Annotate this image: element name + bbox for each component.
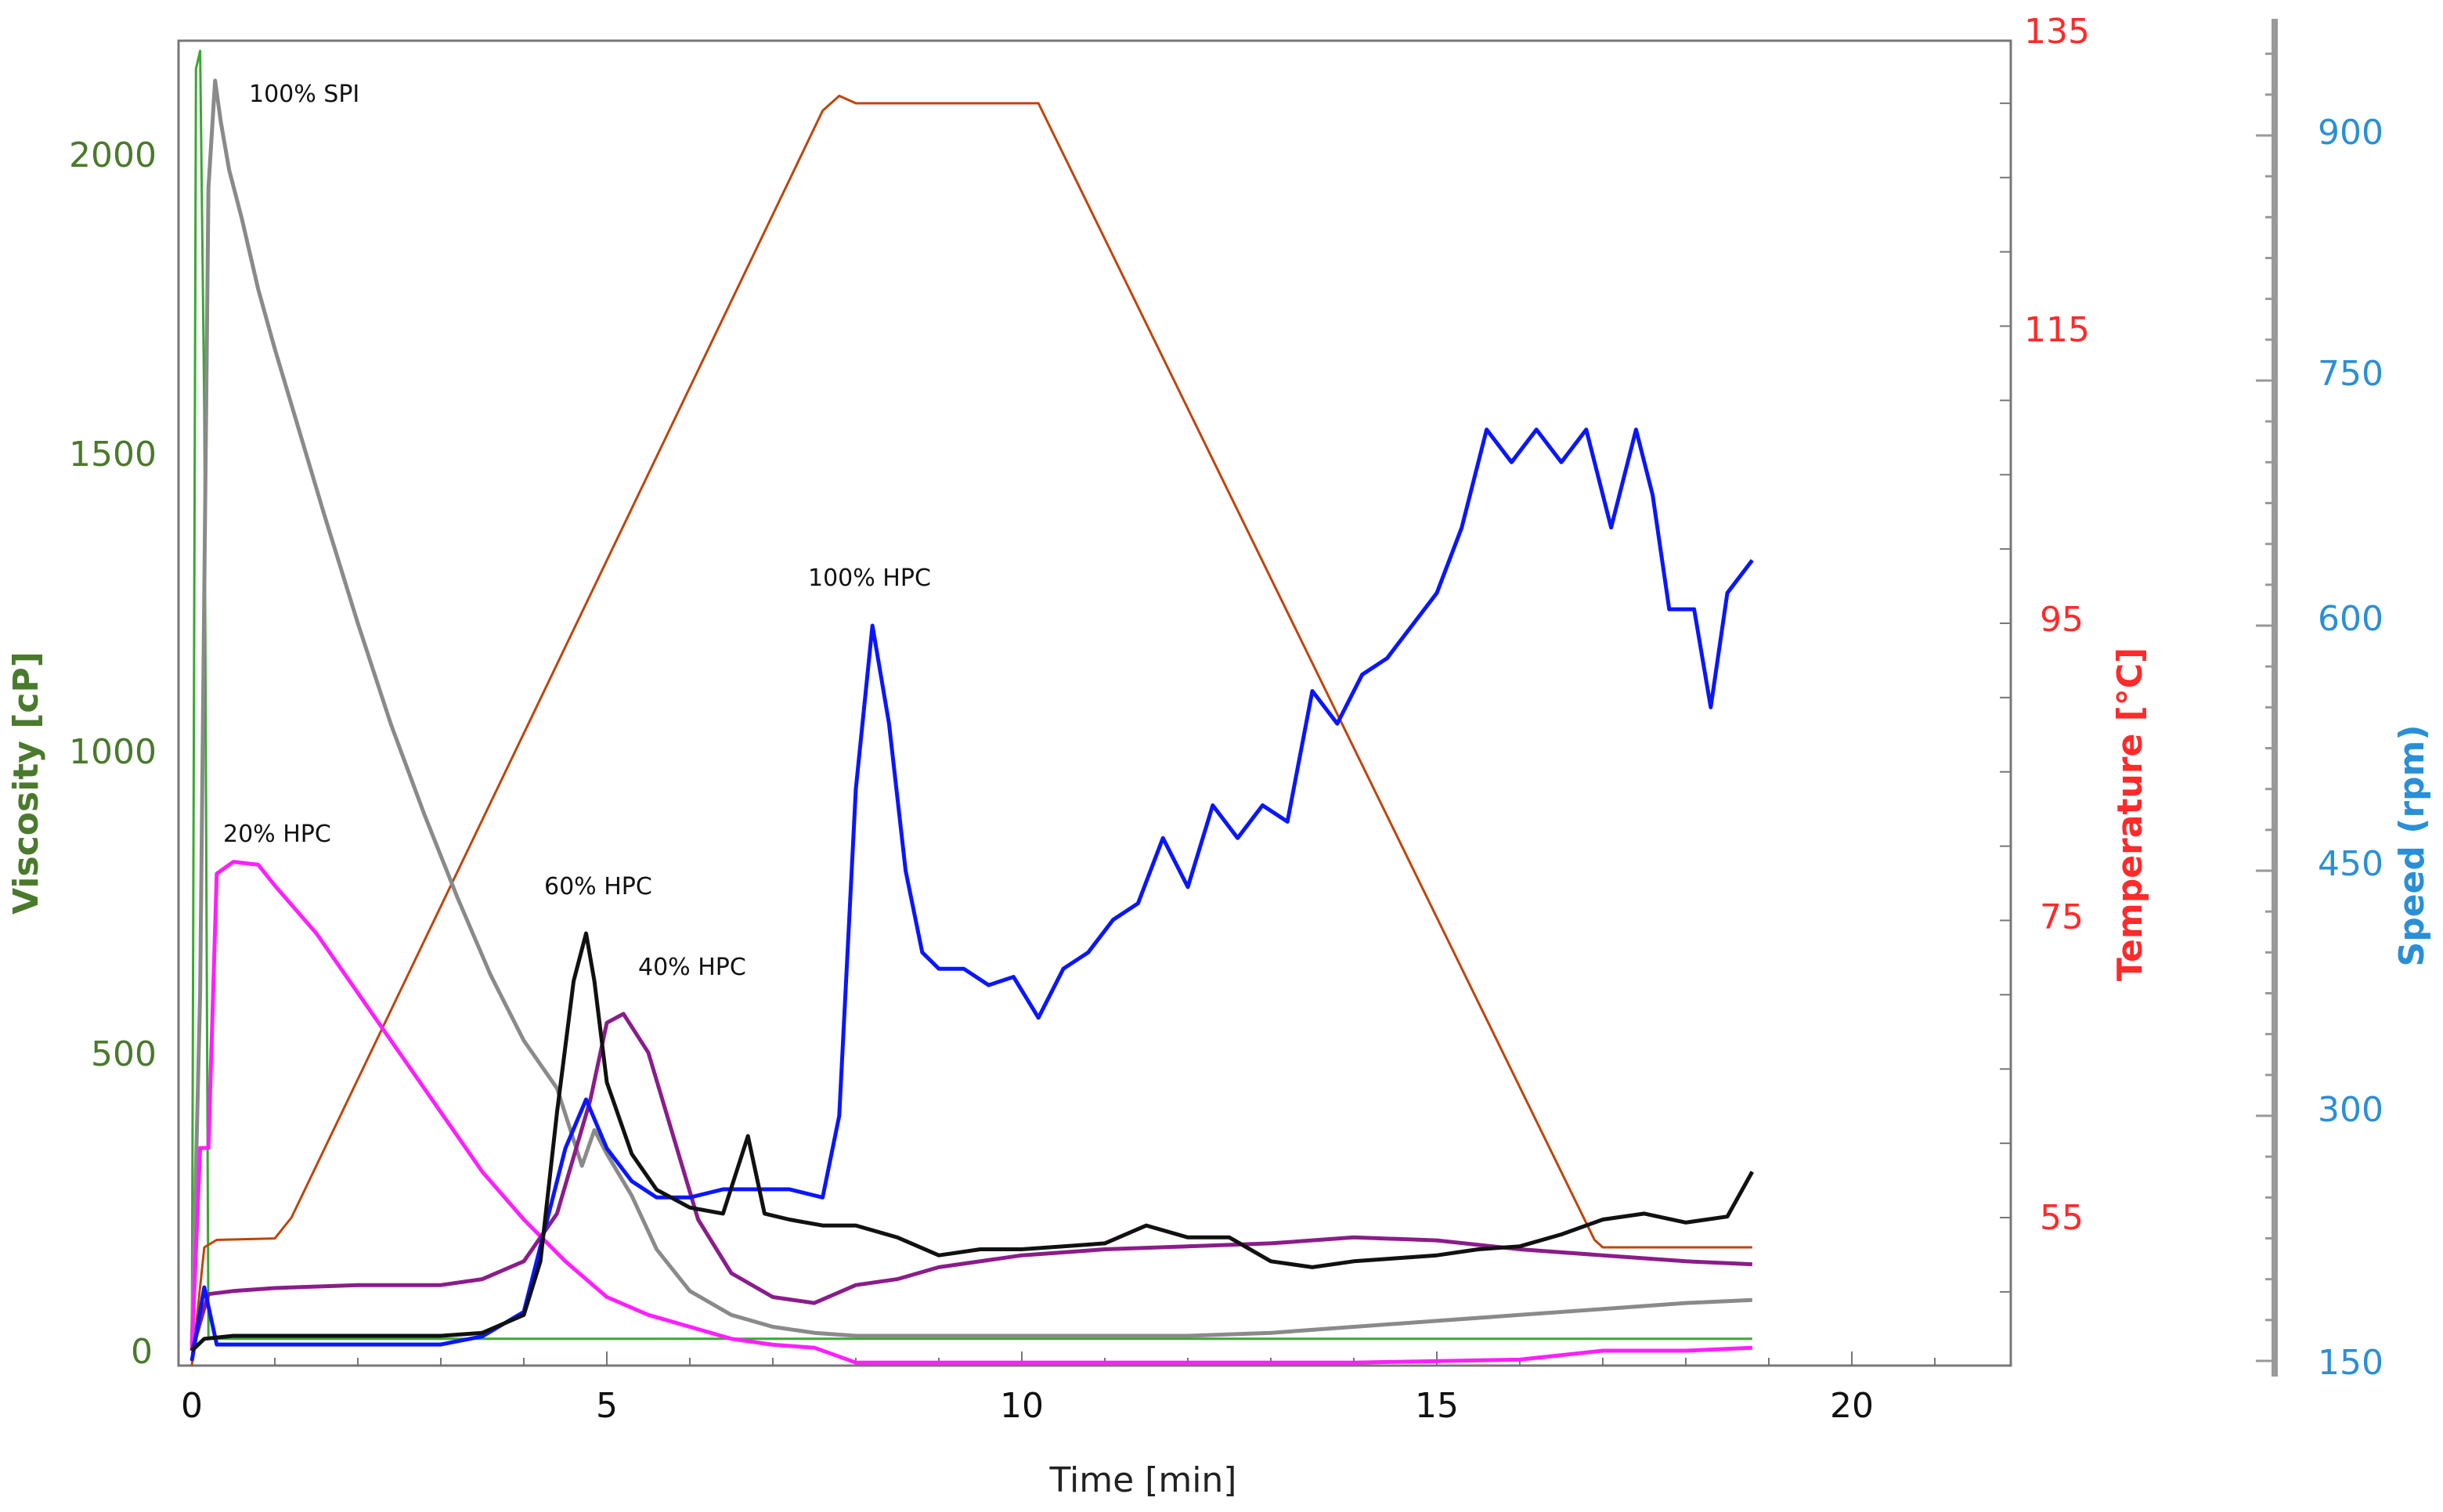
series-line-temperature — [190, 94, 1752, 1366]
series-line-40-hpc — [189, 1012, 1752, 1351]
temperature-tick-label: 115 — [2024, 310, 2090, 350]
series-line-speed — [190, 49, 1752, 1351]
annotation-label: 40% HPC — [638, 954, 746, 981]
annotation-label: 100% HPC — [808, 565, 931, 592]
viscosity-tick-label: 1500 — [69, 435, 157, 475]
speed-tick-label: 750 — [2318, 354, 2383, 394]
annotation-label: 60% HPC — [544, 873, 652, 900]
annotation-label: 100% SPI — [249, 81, 359, 108]
series-line-20-hpc — [189, 860, 1752, 1365]
speed-tick-label: 150 — [2318, 1343, 2383, 1383]
x-tick-label: 5 — [596, 1386, 618, 1426]
annotations: 100% SPI 20% HPC 60% HPC 40% HPC 100% HP… — [223, 81, 931, 981]
speed-minor-ticks — [2256, 52, 2275, 1362]
viscosity-tick-label: 500 — [91, 1034, 157, 1074]
viscosity-tick-label: 2000 — [69, 135, 157, 175]
series-line-60-hpc — [190, 931, 1754, 1352]
series-layer — [189, 49, 1754, 1366]
x-axis-title: Time [min] — [1049, 1460, 1237, 1500]
temperature-tick-label: 55 — [2040, 1198, 2084, 1238]
series-line-100-hpc — [189, 428, 1754, 1362]
viscosity-tick-labels: 0 500 1000 1500 2000 — [69, 135, 157, 1372]
speed-tick-labels: 150 300 450 600 750 900 — [2318, 113, 2383, 1383]
temperature-minor-ticks — [2000, 102, 2011, 1293]
temperature-tick-labels: 55 75 95 115 135 — [2024, 12, 2090, 1238]
x-tick-label: 10 — [1000, 1386, 1044, 1426]
temperature-tick-label: 135 — [2024, 12, 2090, 52]
x-tick-label: 15 — [1415, 1386, 1459, 1426]
annotation-label: 20% HPC — [223, 821, 331, 848]
temperature-tick-label: 95 — [2040, 600, 2084, 640]
temperature-axis-title: Temperature [°C] — [2110, 648, 2150, 981]
viscosity-axis-title: Viscosity [cP] — [6, 651, 46, 915]
speed-tick-label: 600 — [2318, 599, 2383, 639]
plot-frame — [177, 39, 2012, 1367]
speed-tick-label: 300 — [2318, 1090, 2383, 1130]
viscosity-tick-label: 0 — [131, 1332, 153, 1372]
viscosity-tick-label: 1000 — [69, 732, 157, 772]
x-tick-label: 20 — [1830, 1386, 1874, 1426]
speed-tick-label: 900 — [2318, 113, 2383, 153]
speed-tick-label: 450 — [2318, 844, 2383, 884]
speed-axis-title: Speed (rpm) — [2392, 725, 2432, 967]
x-tick-label: 0 — [181, 1386, 203, 1426]
temperature-tick-label: 75 — [2040, 897, 2084, 937]
series-line-100-spi — [189, 78, 1752, 1345]
x-tick-labels: 0 5 10 15 20 — [181, 1386, 1874, 1426]
